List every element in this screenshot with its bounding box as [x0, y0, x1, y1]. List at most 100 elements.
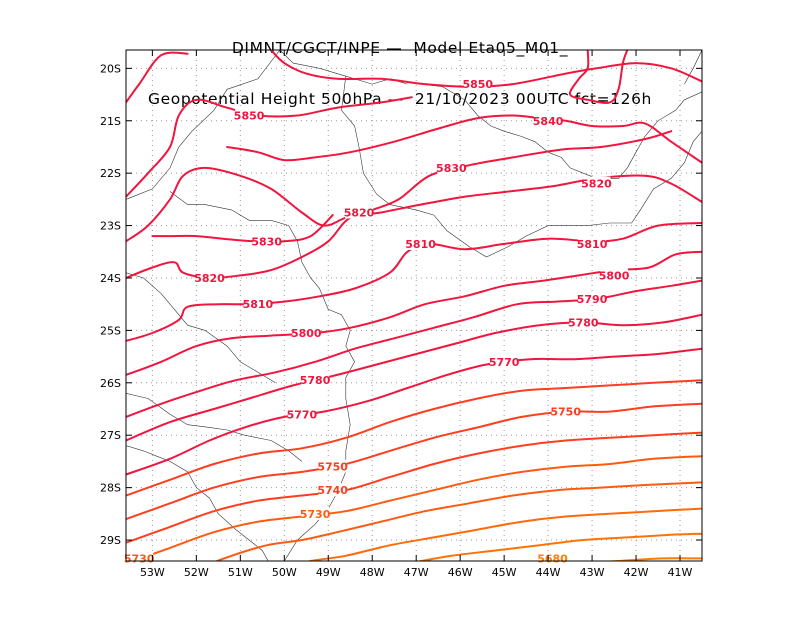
contour-line-5790	[126, 279, 702, 418]
contour-label-bg	[534, 113, 563, 127]
contour-label-bg	[578, 236, 607, 250]
chart-title: DIMNT/CGCT/INPE — Model Eta05_M01_	[231, 39, 569, 57]
contour-label: 5830	[436, 162, 467, 175]
y-tick-label: 29S	[100, 534, 121, 547]
contour-label: 5820	[581, 178, 612, 191]
y-tick-label: 21S	[100, 115, 121, 128]
contour-line-5750	[126, 402, 702, 521]
x-axis: 53W 52W 51W 50W 49W 48W 47W 46W 45W 44W 43W 42W 41W	[140, 50, 693, 579]
contour-line-5840	[226, 114, 702, 164]
contour-label-bg	[437, 160, 466, 174]
y-tick-label: 24S	[100, 272, 121, 285]
contour-label: 5740	[317, 484, 348, 497]
coastline	[126, 50, 281, 200]
coastline	[126, 272, 276, 384]
contour-line-5760	[126, 379, 702, 497]
contour-label: 5780	[568, 317, 599, 330]
x-tick-label: 49W	[316, 566, 341, 579]
coastline	[169, 191, 355, 561]
contour-label-bg	[318, 483, 347, 497]
contour-line-5840	[568, 50, 629, 104]
contour-label: 5680	[537, 552, 568, 565]
contour-label: 5810	[405, 238, 436, 251]
contour-label: 5750	[550, 406, 581, 419]
contour-line-5720	[214, 481, 702, 561]
contour-label: 5800	[599, 269, 630, 282]
contour-lines-group	[126, 50, 702, 561]
contour-label: 5810	[577, 238, 608, 251]
x-tick-label: 47W	[404, 566, 429, 579]
x-tick-label: 52W	[184, 566, 209, 579]
contour-label-bg	[243, 297, 272, 311]
y-tick-label: 22S	[100, 167, 121, 180]
contour-label-bg	[490, 354, 519, 368]
contour-label-bg	[345, 205, 374, 219]
contour-label: 5810	[243, 298, 274, 311]
contour-label-bg	[252, 234, 281, 248]
x-tick-label: 51W	[228, 566, 253, 579]
contour-line-5850	[126, 96, 413, 198]
y-tick-label: 25S	[100, 324, 121, 337]
contour-line-5820	[126, 174, 702, 280]
y-tick-label: 28S	[100, 482, 121, 495]
contour-line-5850	[126, 51, 189, 104]
x-tick-label: 43W	[580, 566, 605, 579]
contour-label: 5850	[462, 78, 493, 91]
x-tick-label: 44W	[536, 566, 561, 579]
x-tick-label: 53W	[140, 566, 165, 579]
contour-label: 5780	[300, 374, 331, 387]
chart-title-block: DIMNT/CGCT/INPE — Model Eta05_M01_ Geopo…	[0, 6, 800, 125]
contour-line-5740	[126, 431, 702, 544]
contour-label-bg	[318, 459, 347, 473]
y-tick-label: 26S	[100, 377, 121, 390]
contour-label: 5790	[577, 293, 608, 306]
contour-label: 5770	[287, 408, 318, 421]
contour-label-bg	[301, 506, 330, 520]
x-tick-label: 46W	[448, 566, 473, 579]
contour-label-bg	[582, 176, 611, 190]
contour-line-5710	[305, 507, 702, 561]
coastline	[126, 445, 269, 561]
contour-label-bg	[551, 404, 580, 418]
contour-line-5690	[601, 557, 702, 561]
contour-label: 5830	[251, 235, 282, 248]
coastline-group	[126, 50, 702, 561]
contour-label-bg	[578, 291, 607, 305]
x-tick-label: 50W	[272, 566, 297, 579]
contour-line-5700	[416, 532, 702, 561]
coastline	[684, 50, 702, 85]
x-tick-label: 45W	[492, 566, 517, 579]
contour-label: 5730	[300, 508, 331, 521]
chart-subtitle: Geopotential Height 500hPa — 21/10/2023 …	[147, 90, 652, 108]
contour-label: 5730	[124, 552, 155, 565]
contour-label-bg	[287, 407, 316, 421]
y-tick-label: 23S	[100, 220, 121, 233]
contour-label-bg	[195, 270, 224, 284]
x-tick-label: 48W	[360, 566, 385, 579]
contour-label-bg	[301, 373, 330, 387]
contour-line-5830	[151, 214, 334, 243]
coastline	[126, 393, 303, 462]
contour-labels-group: 5850 5850 5840 5830 5830 5820 5820 5820 5810 5810…	[124, 77, 630, 565]
contour-label: 5750	[317, 461, 348, 474]
plot-frame	[125, 49, 703, 562]
contour-label: 5770	[489, 356, 520, 369]
contour-label-bg	[292, 326, 321, 340]
contour-label: 5850	[234, 110, 265, 123]
x-tick-label: 41W	[668, 566, 693, 579]
contour-label-bg	[569, 315, 598, 329]
y-tick-label: 27S	[100, 429, 121, 442]
contour-label: 5820	[194, 272, 225, 285]
contour-label-bg	[600, 268, 629, 282]
coastline	[341, 76, 702, 258]
contour-line-5730	[130, 455, 702, 561]
contour-line-5780	[126, 313, 702, 442]
contour-label: 5820	[344, 206, 375, 219]
contour-label-bg	[235, 108, 264, 122]
coastline	[389, 78, 702, 179]
contour-label: 5840	[533, 115, 564, 128]
y-axis: 20S 21S 22S 23S 24S 25S 26S 27S 28S 29S	[100, 62, 702, 547]
contour-line-5770	[126, 347, 702, 476]
contour-label-bg	[406, 236, 435, 250]
